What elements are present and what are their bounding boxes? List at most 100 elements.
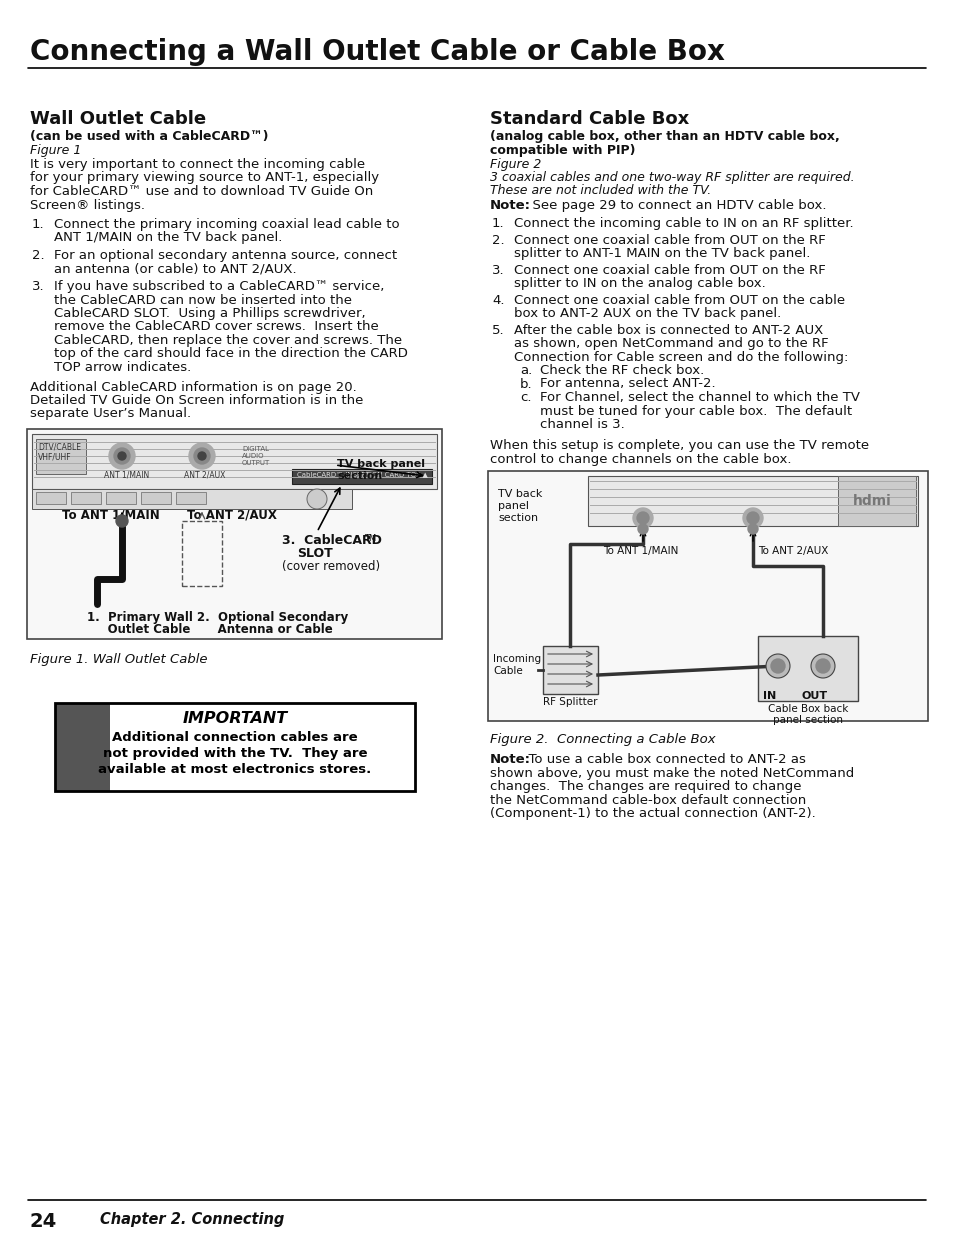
Text: Incoming: Incoming bbox=[493, 655, 540, 664]
Text: TOP arrow indicates.: TOP arrow indicates. bbox=[54, 361, 191, 374]
Text: ANT 1/MAIN: ANT 1/MAIN bbox=[104, 471, 149, 480]
Text: the CableCARD can now be inserted into the: the CableCARD can now be inserted into t… bbox=[54, 294, 352, 306]
Circle shape bbox=[198, 452, 206, 459]
Text: section: section bbox=[336, 471, 382, 480]
Text: 24: 24 bbox=[30, 1212, 57, 1231]
Text: CableCARD, then replace the cover and screws. The: CableCARD, then replace the cover and sc… bbox=[54, 333, 402, 347]
Text: b.: b. bbox=[519, 378, 532, 390]
Text: changes.  The changes are required to change: changes. The changes are required to cha… bbox=[490, 781, 801, 793]
Text: an antenna (or cable) to ANT 2/AUX.: an antenna (or cable) to ANT 2/AUX. bbox=[54, 263, 296, 275]
Bar bbox=[141, 492, 171, 504]
Text: To ANT 1/MAIN: To ANT 1/MAIN bbox=[62, 509, 159, 522]
Circle shape bbox=[746, 513, 759, 524]
Circle shape bbox=[193, 448, 210, 464]
Text: To ANT 2/AUX: To ANT 2/AUX bbox=[187, 509, 276, 522]
Text: TM: TM bbox=[364, 534, 375, 543]
Text: 2.: 2. bbox=[492, 233, 504, 247]
Text: shown above, you must make the noted NetCommand: shown above, you must make the noted Net… bbox=[490, 767, 853, 779]
Text: channel is 3.: channel is 3. bbox=[539, 417, 624, 431]
Circle shape bbox=[637, 513, 648, 524]
Text: Connect one coaxial cable from OUT on the RF: Connect one coaxial cable from OUT on th… bbox=[514, 233, 825, 247]
Text: 2.: 2. bbox=[32, 249, 45, 262]
Text: Detailed TV Guide On Screen information is in the: Detailed TV Guide On Screen information … bbox=[30, 394, 363, 408]
Text: panel: panel bbox=[497, 501, 529, 511]
Text: When this setup is complete, you can use the TV remote: When this setup is complete, you can use… bbox=[490, 440, 868, 452]
Text: Wall Outlet Cable: Wall Outlet Cable bbox=[30, 110, 206, 128]
Text: the NetCommand cable-box default connection: the NetCommand cable-box default connect… bbox=[490, 794, 805, 806]
Text: c.: c. bbox=[519, 391, 531, 404]
Text: control to change channels on the cable box.: control to change channels on the cable … bbox=[490, 453, 791, 466]
Text: CableCARD™ INSERTION CARD TOP ▲: CableCARD™ INSERTION CARD TOP ▲ bbox=[296, 471, 428, 477]
Text: Figure 2.  Connecting a Cable Box: Figure 2. Connecting a Cable Box bbox=[490, 734, 715, 746]
Circle shape bbox=[742, 508, 762, 529]
Text: 2.  Optional Secondary: 2. Optional Secondary bbox=[196, 611, 348, 624]
Text: For an optional secondary antenna source, connect: For an optional secondary antenna source… bbox=[54, 249, 396, 262]
Text: Figure 2: Figure 2 bbox=[490, 158, 540, 170]
Bar bbox=[106, 492, 136, 504]
Text: a.: a. bbox=[519, 364, 532, 377]
Text: (Component-1) to the actual connection (ANT-2).: (Component-1) to the actual connection (… bbox=[490, 806, 815, 820]
Text: To ANT 2/AUX: To ANT 2/AUX bbox=[758, 546, 827, 556]
Text: SLOT: SLOT bbox=[296, 547, 333, 559]
Text: Additional CableCARD information is on page 20.: Additional CableCARD information is on p… bbox=[30, 380, 356, 394]
Text: top of the card should face in the direction the CARD: top of the card should face in the direc… bbox=[54, 347, 408, 361]
Text: section: section bbox=[497, 513, 537, 522]
Circle shape bbox=[633, 508, 652, 529]
Text: for CableCARD™ use and to download TV Guide On: for CableCARD™ use and to download TV Gu… bbox=[30, 185, 373, 198]
Text: These are not included with the TV.: These are not included with the TV. bbox=[490, 184, 711, 198]
Text: (can be used with a CableCARD™): (can be used with a CableCARD™) bbox=[30, 130, 268, 143]
Text: 3.: 3. bbox=[32, 280, 45, 293]
Bar bbox=[36, 492, 66, 504]
Text: hdmi: hdmi bbox=[852, 494, 891, 508]
Circle shape bbox=[815, 659, 829, 673]
Bar bbox=[110, 703, 415, 790]
Text: Additional connection cables are: Additional connection cables are bbox=[112, 731, 357, 743]
Bar bbox=[36, 438, 86, 474]
Text: available at most electronics stores.: available at most electronics stores. bbox=[98, 763, 372, 776]
Text: splitter to ANT-1 MAIN on the TV back panel.: splitter to ANT-1 MAIN on the TV back pa… bbox=[514, 247, 809, 261]
Text: To use a cable box connected to ANT-2 as: To use a cable box connected to ANT-2 as bbox=[519, 753, 805, 766]
Text: Connect one coaxial cable from OUT on the cable: Connect one coaxial cable from OUT on th… bbox=[514, 294, 844, 306]
Bar bbox=[587, 475, 917, 526]
Text: as shown, open NetCommand and go to the RF: as shown, open NetCommand and go to the … bbox=[514, 337, 828, 350]
Text: Connecting a Wall Outlet Cable or Cable Box: Connecting a Wall Outlet Cable or Cable … bbox=[30, 38, 724, 65]
Bar bbox=[758, 636, 857, 701]
Text: ANT 1/MAIN on the TV back panel.: ANT 1/MAIN on the TV back panel. bbox=[54, 231, 282, 245]
Circle shape bbox=[116, 515, 128, 527]
Text: 3 coaxial cables and one two-way RF splitter are required.: 3 coaxial cables and one two-way RF spli… bbox=[490, 170, 854, 184]
Text: not provided with the TV.  They are: not provided with the TV. They are bbox=[103, 747, 367, 760]
Text: Figure 1: Figure 1 bbox=[30, 144, 81, 157]
Text: DTV/CABLE
VHF/UHF: DTV/CABLE VHF/UHF bbox=[38, 442, 81, 462]
Circle shape bbox=[638, 524, 647, 534]
Text: (cover removed): (cover removed) bbox=[282, 559, 379, 573]
Text: Outlet Cable: Outlet Cable bbox=[87, 622, 191, 636]
Text: Antenna or Cable: Antenna or Cable bbox=[196, 622, 333, 636]
Bar bbox=[175, 492, 206, 504]
Text: Check the RF check box.: Check the RF check box. bbox=[539, 364, 703, 377]
Text: (analog cable box, other than an HDTV cable box,: (analog cable box, other than an HDTV ca… bbox=[490, 130, 839, 143]
Circle shape bbox=[189, 443, 214, 469]
Text: To ANT 1/MAIN: To ANT 1/MAIN bbox=[602, 546, 678, 556]
Text: must be tuned for your cable box.  The default: must be tuned for your cable box. The de… bbox=[539, 405, 851, 417]
Text: panel section: panel section bbox=[772, 715, 842, 725]
Text: Note:: Note: bbox=[490, 753, 531, 766]
Text: compatible with PIP): compatible with PIP) bbox=[490, 144, 635, 157]
Text: Screen® listings.: Screen® listings. bbox=[30, 199, 145, 211]
Text: 3.  CableCARD: 3. CableCARD bbox=[282, 534, 381, 547]
Text: Connect one coaxial cable from OUT on the RF: Connect one coaxial cable from OUT on th… bbox=[514, 263, 825, 277]
Circle shape bbox=[747, 524, 758, 534]
Text: for your primary viewing source to ANT-1, especially: for your primary viewing source to ANT-1… bbox=[30, 172, 378, 184]
Circle shape bbox=[109, 443, 135, 469]
Text: Standard Cable Box: Standard Cable Box bbox=[490, 110, 688, 128]
Text: IMPORTANT: IMPORTANT bbox=[182, 711, 287, 726]
Circle shape bbox=[118, 452, 126, 459]
Text: TV back: TV back bbox=[497, 489, 542, 499]
Text: 1.: 1. bbox=[492, 217, 504, 230]
Text: Connect the primary incoming coaxial lead cable to: Connect the primary incoming coaxial lea… bbox=[54, 219, 399, 231]
Text: See page 29 to connect an HDTV cable box.: See page 29 to connect an HDTV cable box… bbox=[523, 199, 825, 212]
Text: CableCARD SLOT.  Using a Phillips screwdriver,: CableCARD SLOT. Using a Phillips screwdr… bbox=[54, 308, 365, 320]
Text: separate User’s Manual.: separate User’s Manual. bbox=[30, 408, 191, 420]
Text: After the cable box is connected to ANT-2 AUX: After the cable box is connected to ANT-… bbox=[514, 324, 822, 336]
Text: 1.  Primary Wall: 1. Primary Wall bbox=[87, 611, 193, 624]
Bar bbox=[488, 471, 927, 721]
